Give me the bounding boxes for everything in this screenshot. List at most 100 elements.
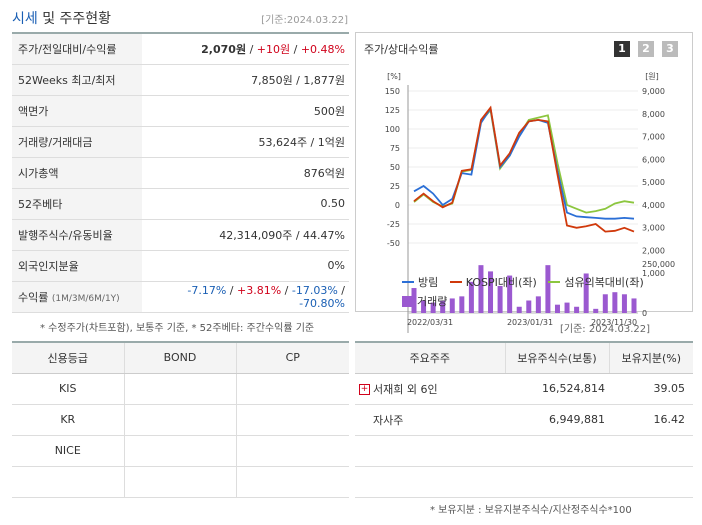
col-header: 보유주식수(보통): [504, 342, 609, 374]
legend-s4: 거래량: [402, 293, 447, 309]
agency: KIS: [12, 373, 124, 405]
legend-s2: KOSPI대비(좌): [449, 274, 537, 290]
sep: /: [337, 283, 345, 297]
left-tick-label: 0: [395, 201, 400, 210]
holder-shares: 16,524,814: [505, 373, 609, 405]
row-label: 외국인지분율: [12, 250, 142, 282]
volume-bar: [583, 273, 589, 313]
table-row: [12, 466, 349, 498]
series-line-3: [413, 107, 635, 214]
left-tick-label: -50: [387, 239, 400, 248]
sep: /: [290, 42, 301, 56]
quote-row: 발행주식수/유동비율 42,314,090주 / 44.47%: [12, 219, 349, 251]
price-row: 주가/전일대비/수익률 2,070원 / +10원 / +0.48%: [12, 33, 349, 65]
right-tick-label: 2,000: [642, 246, 665, 255]
volume-bar: [535, 296, 541, 313]
legend-s3: 섬유의복대비(좌): [548, 274, 644, 290]
chart-page-2[interactable]: 2: [638, 41, 654, 57]
chart-legend: 방림 KOSPI대비(좌) 섬유의복대비(좌) 거래량: [402, 273, 692, 310]
legend-line-icon: [402, 281, 414, 283]
holder-pct: 16.42: [609, 404, 693, 436]
return-values: -7.17% / +3.81% / -17.03% / -70.80%: [142, 281, 349, 313]
volume-bar: [574, 306, 580, 313]
price-rate: +0.48%: [300, 42, 345, 56]
chart-page-1[interactable]: 1: [614, 41, 630, 57]
right-tick-label: 6,000: [642, 155, 665, 164]
holder-name: 자사주: [355, 404, 505, 436]
x-tick-label: 2022/03/31: [407, 318, 453, 327]
volume-bar: [631, 298, 637, 313]
table-row: [355, 435, 693, 467]
row-label: 액면가: [12, 95, 142, 127]
return-periods: (1M/3M/6M/1Y): [51, 293, 120, 304]
holders-table: 주요주주 보유주식수(보통) 보유지분(%) + 서재희 외 6인 16,524,…: [355, 341, 693, 498]
volume-tick-label: 0: [642, 309, 647, 318]
volume-bar: [507, 275, 513, 313]
return-1y: -70.80%: [299, 296, 345, 310]
empty-cell: [609, 435, 693, 467]
return-row: 수익률 (1M/3M/6M/1Y) -7.17% / +3.81% / -17.…: [12, 281, 349, 313]
price-value: 2,070원 / +10원 / +0.48%: [142, 33, 349, 65]
empty-cell: [505, 466, 609, 498]
table-row: KR: [12, 404, 349, 436]
table-row: NICE: [12, 435, 349, 467]
left-tick-label: 100: [385, 125, 400, 134]
row-label: 시가총액: [12, 157, 142, 189]
legend-label: 거래량: [417, 295, 448, 308]
right-tick-label: 1,000: [642, 269, 665, 278]
sep: /: [226, 283, 237, 297]
chart-page-3[interactable]: 3: [662, 41, 678, 57]
right-tick-label: 7,000: [642, 133, 665, 142]
left-tick-label: 25: [390, 182, 400, 191]
bond-cell: [123, 404, 236, 436]
agency: KR: [12, 404, 124, 436]
section-title: 시세 및 주주현황: [12, 8, 111, 28]
cp-cell: [235, 435, 349, 467]
holder-shares: 6,949,881: [505, 404, 609, 436]
price-label: 주가/전일대비/수익률: [12, 33, 142, 65]
row-value: 42,314,090주 / 44.47%: [142, 219, 349, 251]
row-label: 발행주식수/유동비율: [12, 219, 142, 251]
quote-row: 52Weeks 최고/최저 7,850원 / 1,877원: [12, 64, 349, 96]
cp-cell: [235, 466, 349, 498]
volume-bar: [497, 285, 503, 313]
left-unit-label: [%]: [387, 72, 401, 81]
right-tick-label: 4,000: [642, 201, 665, 210]
cp-cell: [235, 404, 349, 436]
agency: NICE: [12, 435, 124, 467]
return-label: 수익률 (1M/3M/6M/1Y): [12, 281, 142, 313]
col-header: CP: [235, 342, 349, 374]
quote-footnote: * 수정주가(차트포함), 보통주 기준, * 52주베타: 주간수익률 기준: [40, 323, 315, 334]
row-label: 52주베타: [12, 188, 142, 220]
series-line-1: [413, 106, 635, 220]
volume-bar: [612, 292, 618, 313]
volume-tick-label: 250,000: [642, 260, 675, 269]
legend-box-icon: [402, 295, 413, 307]
plus-icon[interactable]: +: [359, 384, 370, 395]
legend-line-icon: [449, 281, 462, 283]
holder-name: 서재희 외 6인: [373, 382, 438, 396]
quote-row: 액면가 500원: [12, 95, 349, 127]
row-value: 0%: [142, 250, 349, 282]
chart-panel: 주가/상대수익률 1 2 3 [%] [원] 150 125 100 75 50 25 0 -25…: [355, 32, 693, 333]
left-tick-label: -25: [387, 220, 400, 229]
quote-row: 외국인지분율 0%: [12, 250, 349, 282]
return-6m: -17.03%: [291, 283, 338, 297]
chart-title: 주가/상대수익률: [364, 43, 439, 56]
volume-bar: [449, 298, 455, 313]
row-value: 7,850원 / 1,877원: [142, 64, 349, 96]
left-tick-label: 150: [385, 87, 400, 96]
row-value: 0.50: [142, 188, 349, 220]
row-value: 876억원: [142, 157, 349, 189]
volume-bar: [545, 265, 551, 313]
left-tick-label: 50: [390, 163, 400, 172]
holders-date: [기준: 2024.03.22]: [560, 324, 651, 335]
left-tick-label: 125: [385, 106, 400, 115]
credit-table: 신용등급 BOND CP KIS KR NICE: [12, 341, 349, 498]
title-highlight: 시세: [12, 11, 38, 27]
volume-bar: [468, 281, 474, 313]
bond-cell: [123, 435, 236, 467]
volume-bar: [478, 265, 484, 313]
volume-bar: [554, 304, 560, 313]
table-row: KIS: [12, 373, 349, 405]
